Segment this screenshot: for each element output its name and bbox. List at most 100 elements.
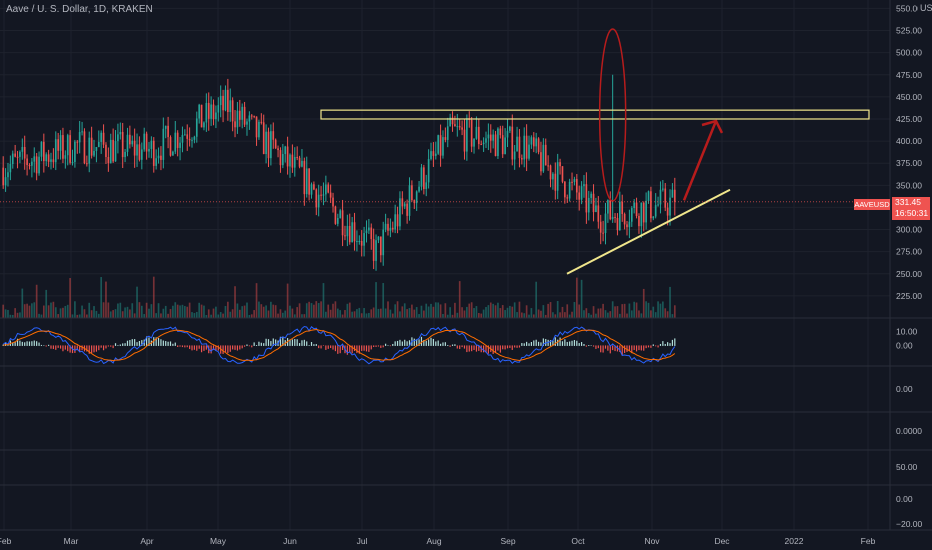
currency-label[interactable]: USD <box>918 3 932 13</box>
volume-bar <box>289 305 291 318</box>
macd-histogram-bar <box>592 345 595 347</box>
candle-body <box>289 154 291 167</box>
volume-bar <box>95 310 98 318</box>
macd-histogram-bar <box>380 345 382 348</box>
volume-bar <box>303 314 306 318</box>
volume-bar <box>571 311 573 318</box>
volume-bar <box>42 305 45 318</box>
macd-histogram-bar <box>659 343 662 346</box>
candle-body <box>78 132 81 143</box>
candle-body <box>121 131 124 158</box>
candle-body <box>112 139 114 162</box>
candle-body <box>485 138 487 143</box>
chart-title: Aave / U. S. Dollar, 1D, KRAKEN <box>6 4 153 15</box>
candle-body <box>571 181 573 183</box>
volume-bar <box>107 302 110 318</box>
macd-histogram-bar <box>585 345 587 347</box>
macd-histogram-bar <box>105 345 107 349</box>
candle-body <box>547 165 549 167</box>
candle-body <box>521 158 523 160</box>
volume-bar <box>540 310 542 318</box>
volume-bar <box>341 314 344 318</box>
candle-body <box>358 240 361 242</box>
price-tick-label: 450.00 <box>896 92 922 102</box>
time-axis[interactable]: Feb Mar Apr May Jun Jul Aug Sep Oct Nov Dec 2022 Feb <box>0 536 876 546</box>
macd-histogram-bar <box>643 345 645 351</box>
price-tick-label: 500.00 <box>896 48 922 58</box>
macd-histogram-bar <box>26 341 28 346</box>
volume-bar <box>547 303 549 318</box>
volume-bar <box>207 309 210 318</box>
macd-histogram-bar <box>607 345 609 351</box>
candle-body <box>535 138 538 147</box>
volume-bar <box>66 304 69 318</box>
volume-bar <box>133 313 136 318</box>
volume-bar <box>446 314 449 318</box>
macd-histogram-bar <box>449 345 451 347</box>
volume-bar <box>528 314 530 318</box>
volume-bar <box>262 306 265 318</box>
candle-body <box>286 146 289 167</box>
macd-histogram-bar <box>404 339 406 346</box>
macd-histogram-bar <box>454 344 456 346</box>
candle-body <box>26 158 28 166</box>
macd-histogram-bar <box>667 342 669 346</box>
candle-body <box>585 184 588 213</box>
volume-bar <box>210 314 212 318</box>
macd-histogram-bar <box>200 345 203 353</box>
candle-body <box>532 137 535 147</box>
volume-bar <box>21 288 24 318</box>
macd-histogram-bar <box>76 345 78 351</box>
macd-histogram-bar <box>554 337 556 346</box>
volume-bar <box>532 314 535 318</box>
volume-bar <box>604 310 607 318</box>
candle-body <box>136 144 138 156</box>
volume-bar <box>174 302 177 318</box>
macd-histogram-bar <box>148 337 150 346</box>
macd-histogram-bar <box>229 345 231 352</box>
volume-bar <box>597 308 600 318</box>
volume-bar <box>413 309 416 318</box>
candle-body <box>291 154 294 168</box>
volume-bar <box>492 303 494 318</box>
volume-bar <box>234 286 236 318</box>
candle-body <box>456 126 459 128</box>
candle-body <box>301 160 303 167</box>
volume-bar <box>521 312 523 318</box>
macd-histogram-bar <box>320 345 322 349</box>
macd-histogram-bar <box>28 341 31 346</box>
candle-body <box>403 203 406 207</box>
candle-body <box>415 191 418 204</box>
volume-bar <box>599 308 602 318</box>
macd-histogram-bar <box>377 345 380 347</box>
candle-body <box>217 105 220 113</box>
macd-histogram-bar <box>473 345 475 350</box>
candle-body <box>11 153 14 164</box>
candle-body <box>210 104 212 119</box>
volume-bar <box>7 309 9 318</box>
candle-body <box>599 221 602 233</box>
macd-histogram-bar <box>45 345 47 347</box>
volume-bar <box>179 305 181 318</box>
volume-bar <box>542 305 545 318</box>
volume-bar <box>4 309 7 318</box>
macd-histogram-bar <box>487 345 489 354</box>
macd-histogram-bar <box>55 345 57 350</box>
macd-histogram-bar <box>191 345 193 351</box>
volume-bar <box>255 283 258 318</box>
macd-histogram-bar <box>385 343 387 346</box>
macd-histogram-bar <box>621 345 623 356</box>
candle-body <box>482 142 485 145</box>
candle-body <box>470 120 473 147</box>
macd-histogram-bar <box>506 345 509 349</box>
candle-body <box>198 104 201 119</box>
macd-histogram-bar <box>14 342 16 346</box>
candle-body <box>573 179 576 182</box>
volume-bar <box>458 281 461 318</box>
macd-histogram-bar <box>387 345 389 346</box>
drawing-annotations[interactable] <box>0 28 890 275</box>
macd-histogram-bar <box>600 345 602 353</box>
candle-body <box>126 134 129 152</box>
volume-bar <box>325 311 327 318</box>
